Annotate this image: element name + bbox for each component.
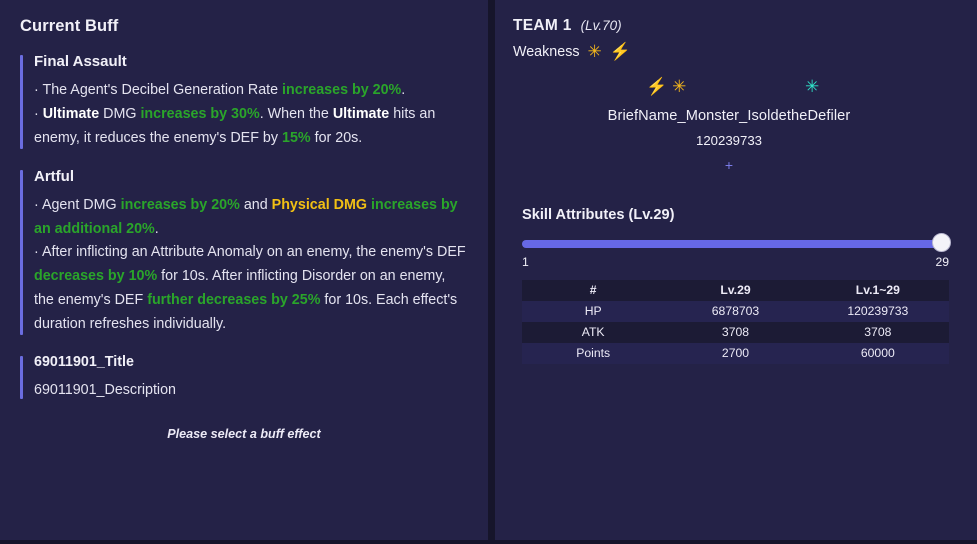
- enemy-attribute-group-right: ✳: [805, 78, 819, 97]
- slider-min-label: 1: [522, 255, 529, 269]
- team-level: (Lv.70): [580, 18, 622, 33]
- slider-thumb[interactable]: [932, 233, 951, 252]
- buff-list: Final Assault · The Agent's Decibel Gene…: [20, 53, 468, 401]
- buff-name: 69011901_Title: [34, 353, 134, 370]
- table-cell: ATK: [581, 325, 605, 339]
- ether-star-icon: ✳: [805, 77, 820, 96]
- panel-bottom-edge: [0, 540, 488, 544]
- table-header-cell: #: [589, 283, 597, 297]
- table-cell: Points: [576, 346, 611, 360]
- lightning-icon: ⚡: [646, 77, 668, 96]
- enemy-name: BriefName_Monster_IsoldetheDefiler: [607, 108, 851, 124]
- slider-scale: 1 29: [522, 255, 949, 269]
- enemy-card[interactable]: ⚡ ✳ ✳ BriefName_Monster_IsoldetheDefiler…: [513, 78, 955, 172]
- team-header: TEAM 1 (Lv.70): [513, 17, 955, 35]
- skill-attributes-title: Skill Attributes (Lv.29): [522, 207, 675, 223]
- table-row: Points 2700 60000: [522, 343, 949, 364]
- add-enemy-button[interactable]: +: [724, 157, 734, 173]
- buff-card-placeholder[interactable]: 69011901_Title 69011901_Description: [20, 354, 468, 401]
- table-cell: 3708: [864, 325, 892, 339]
- page-title: Current Buff: [20, 17, 119, 35]
- team-panel: TEAM 1 (Lv.70) Weakness ✳ ⚡ ⚡ ✳ ✳ BriefN…: [495, 0, 977, 544]
- table-header-cell: Lv.1~29: [855, 283, 900, 297]
- table-body: # Lv.29 Lv.1~29 HP 6878703 120239733 ATK 3708 37…: [522, 280, 949, 364]
- table-cell: 2700: [721, 346, 750, 360]
- lightning-icon: ⚡: [609, 42, 631, 61]
- table-cell: 60000: [860, 346, 895, 360]
- enemy-attribute-icons: ⚡ ✳ ✳: [513, 78, 945, 100]
- panel-bottom-edge: [495, 540, 977, 544]
- select-buff-hint: Please select a buff effect: [167, 427, 321, 442]
- buff-card-artful[interactable]: Artful · Agent DMG increases by 20% and …: [20, 168, 468, 337]
- slider-track[interactable]: [522, 240, 949, 248]
- star-icon: ✳: [587, 42, 602, 61]
- buff-name: Final Assault: [34, 53, 127, 70]
- buff-description-line: · Agent DMG increases by 20% and Physica…: [34, 196, 458, 237]
- buff-description: 69011901_Description: [34, 381, 177, 398]
- enemy-attribute-group-left: ⚡ ✳: [646, 78, 686, 95]
- skill-attributes-section: Skill Attributes (Lv.29) 1 29 # Lv.29 Lv.1…: [513, 207, 955, 364]
- table-cell: 120239733: [847, 304, 909, 318]
- star-icon: ✳: [672, 77, 687, 96]
- table-cell: 6878703: [711, 304, 760, 318]
- slider-max-label: 29: [935, 255, 949, 269]
- buff-description-line: · Ultimate DMG increases by 30%. When th…: [34, 105, 436, 146]
- skill-attributes-table: # Lv.29 Lv.1~29 HP 6878703 120239733 ATK 3708 37…: [522, 280, 949, 364]
- panel-divider: [488, 0, 495, 544]
- team-label: TEAM 1: [513, 17, 572, 34]
- buff-description: · The Agent's Decibel Generation Rate in…: [34, 79, 468, 151]
- table-header-cell: Lv.29: [720, 283, 751, 297]
- table-header-row: # Lv.29 Lv.1~29: [522, 280, 949, 301]
- table-row: HP 6878703 120239733: [522, 301, 949, 322]
- table-row: ATK 3708 3708: [522, 322, 949, 343]
- weakness-row: Weakness ✳ ⚡: [513, 43, 955, 60]
- table-cell: HP: [584, 304, 602, 318]
- buff-name: Artful: [34, 167, 74, 185]
- current-buff-panel: Current Buff Final Assault · The Agent's…: [0, 0, 488, 544]
- buff-card-final-assault[interactable]: Final Assault · The Agent's Decibel Gene…: [20, 53, 468, 151]
- skill-level-slider[interactable]: [522, 233, 951, 252]
- table-cell: 3708: [721, 325, 750, 339]
- buff-description-line: · The Agent's Decibel Generation Rate in…: [34, 82, 406, 98]
- buff-description: · Agent DMG increases by 20% and Physica…: [34, 194, 468, 337]
- weakness-label: Weakness: [513, 43, 580, 60]
- buff-description-line: · After inflicting an Attribute Anomaly …: [34, 244, 466, 332]
- enemy-hp-value: 120239733: [695, 133, 762, 148]
